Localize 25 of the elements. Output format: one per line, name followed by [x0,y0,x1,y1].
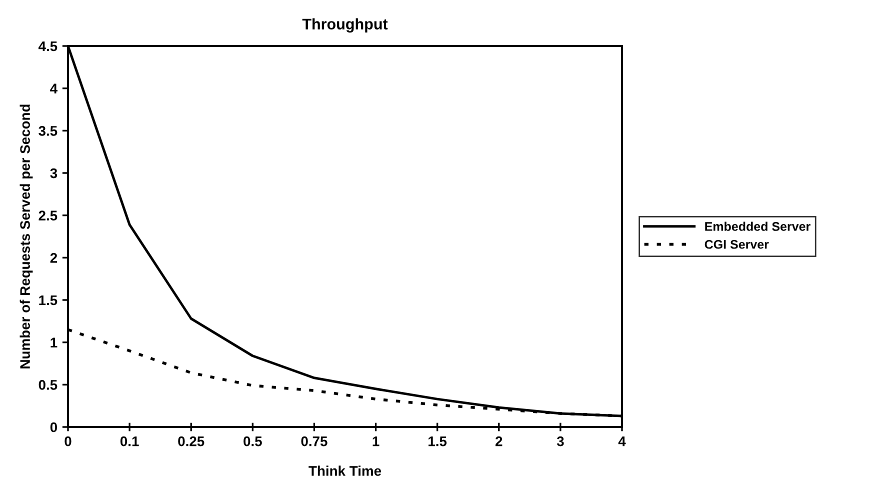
y-tick-label: 0.5 [38,380,58,390]
y-tick-label: 4 [50,84,58,94]
x-tick-label: 0.25 [178,436,204,446]
x-tick-label: 1 [372,436,380,446]
x-tick-label: 0.1 [120,436,139,446]
y-tick-label: 0 [50,422,58,432]
x-tick-label: 0.5 [244,436,262,446]
y-tick-label: 3.5 [38,126,58,136]
legend-label: CGI Server [704,240,769,249]
x-tick-label: 1.5 [428,436,447,446]
legend-label: Embedded Server [705,222,810,231]
x-axis-title: Think Time [308,466,382,476]
chart-title: Throughput [302,18,388,33]
y-tick-label: 4.5 [38,41,58,52]
y-tick-label: 3 [50,168,58,178]
y-axis-title: Number of Requests Served per Second [20,104,33,368]
y-tick-label: 2 [50,253,58,263]
y-tick-label: 1.5 [39,295,58,306]
x-tick-label: 0 [64,436,72,446]
y-tick-label: 2.5 [38,210,58,221]
y-tick-label: 1 [50,338,58,348]
x-tick-label: 4 [618,436,626,446]
x-tick-label: 0.75 [301,436,328,446]
x-tick-label: 3 [556,436,564,446]
x-tick-label: 2 [496,436,502,446]
